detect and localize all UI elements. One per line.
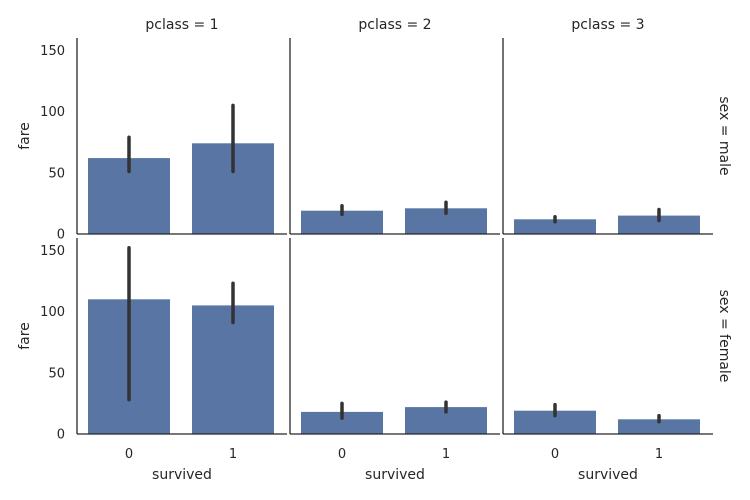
x-tick-label: 0	[338, 447, 346, 462]
y-tick-label: 100	[40, 305, 65, 320]
bar-sexmale-2-0	[514, 219, 596, 234]
y-tick-label: 100	[40, 105, 65, 120]
y-axis-label: fare	[17, 322, 33, 350]
facet-row-title: sex = male	[716, 96, 732, 175]
y-tick-label: 50	[48, 366, 65, 381]
bar-sexfemale-2-1	[618, 419, 700, 434]
x-tick-label: 1	[442, 447, 450, 462]
y-tick-label: 50	[48, 166, 65, 181]
x-tick-label: 1	[655, 447, 663, 462]
x-tick-label: 1	[229, 447, 237, 462]
bar-sexfemale-2-0	[514, 410, 596, 434]
facet-row-title: sex = female	[716, 290, 732, 383]
bar-sexfemale-0-1	[192, 305, 274, 434]
x-tick-label: 0	[125, 447, 133, 462]
bar-sexfemale-1-0	[301, 411, 383, 434]
x-axis-label: survived	[365, 467, 425, 483]
y-tick-label: 150	[40, 44, 65, 59]
facet-col-title: pclass = 1	[145, 17, 218, 33]
y-tick-label: 0	[57, 228, 65, 243]
y-tick-label: 150	[40, 244, 65, 259]
bar-sexmale-2-1	[618, 215, 700, 234]
facet-col-title: pclass = 2	[358, 17, 431, 33]
x-axis-label: survived	[578, 467, 638, 483]
x-axis-label: survived	[152, 467, 212, 483]
y-tick-label: 0	[57, 428, 65, 443]
y-axis-label: fare	[17, 122, 33, 150]
x-tick-label: 0	[551, 447, 559, 462]
bar-sexmale-1-0	[301, 210, 383, 234]
facet-col-title: pclass = 3	[571, 17, 644, 33]
